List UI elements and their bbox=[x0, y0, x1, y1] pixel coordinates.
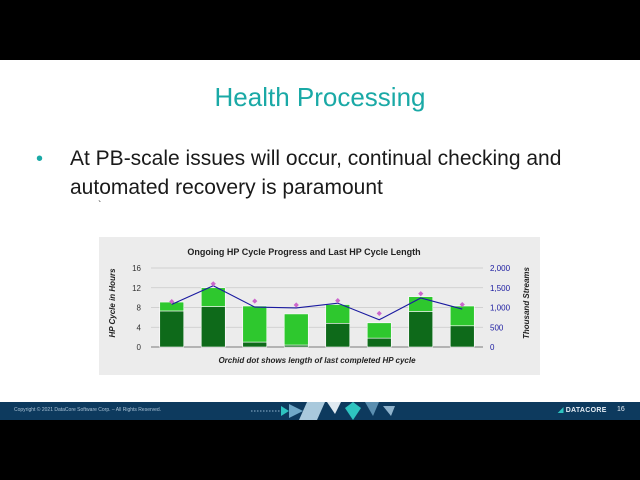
bar-segment-upper bbox=[283, 313, 309, 346]
last-cycle-dot bbox=[293, 302, 299, 308]
copyright-text: Copyright © 2021 DataCore Software Corp.… bbox=[14, 407, 162, 413]
bar-segment-upper bbox=[366, 322, 392, 339]
stray-mark: ` bbox=[98, 200, 102, 211]
y-tick-label: 12 bbox=[132, 284, 141, 293]
slide: Health Processing • At PB-scale issues w… bbox=[0, 60, 640, 402]
bar-segment-upper bbox=[242, 305, 268, 343]
last-cycle-dot bbox=[252, 298, 258, 304]
chart-annotation: Orchid dot shows length of last complete… bbox=[218, 356, 416, 365]
last-cycle-dot bbox=[335, 297, 341, 304]
y2-tick-label: 1,500 bbox=[490, 284, 511, 293]
y-tick-label: 8 bbox=[137, 304, 142, 313]
page-number: 16 bbox=[617, 406, 625, 413]
bar-segment-upper bbox=[325, 304, 351, 324]
slide-title: Health Processing bbox=[214, 82, 426, 112]
logo-mark-icon: ◢ bbox=[558, 407, 564, 414]
y2-axis-label: Thousand Streams bbox=[522, 266, 531, 339]
bar-segment-upper bbox=[200, 287, 226, 307]
y-axis-label: HP Cycle in Hours bbox=[108, 268, 117, 338]
y2-tick-label: 2,000 bbox=[490, 264, 511, 273]
bar-segment-lower bbox=[408, 311, 434, 348]
y2-tick-label: 0 bbox=[490, 343, 495, 352]
chart: Ongoing HP Cycle Progress and Last HP Cy… bbox=[99, 237, 540, 375]
y2-tick-label: 500 bbox=[490, 323, 504, 332]
y-tick-label: 16 bbox=[132, 264, 141, 273]
bar-segment-lower bbox=[366, 337, 392, 348]
chart-title: Ongoing HP Cycle Progress and Last HP Cy… bbox=[187, 247, 420, 257]
footer-decoration bbox=[251, 402, 395, 420]
bar-segment-lower bbox=[325, 323, 351, 348]
bar-segment-lower bbox=[159, 310, 185, 348]
y-tick-label: 4 bbox=[137, 323, 142, 332]
datacore-logo: ◢ DATACORE bbox=[558, 407, 607, 414]
bar-segment-lower bbox=[242, 341, 268, 348]
streams-line bbox=[171, 285, 463, 321]
bar-segment-lower bbox=[200, 306, 226, 348]
bar-segment-upper bbox=[408, 296, 434, 312]
last-cycle-dot bbox=[376, 310, 382, 317]
bullet-text: At PB-scale issues will occur, continual… bbox=[70, 147, 562, 199]
bullet-dot: • bbox=[36, 148, 44, 170]
footer: Copyright © 2021 DataCore Software Corp.… bbox=[0, 402, 640, 420]
y-tick-label: 0 bbox=[137, 343, 142, 352]
bar-segment-lower bbox=[449, 325, 475, 348]
y2-tick-label: 1,000 bbox=[490, 304, 511, 313]
last-cycle-dot bbox=[418, 291, 424, 297]
last-cycle-dot bbox=[210, 281, 216, 287]
chart-svg: Ongoing HP Cycle Progress and Last HP Cy… bbox=[108, 247, 531, 365]
